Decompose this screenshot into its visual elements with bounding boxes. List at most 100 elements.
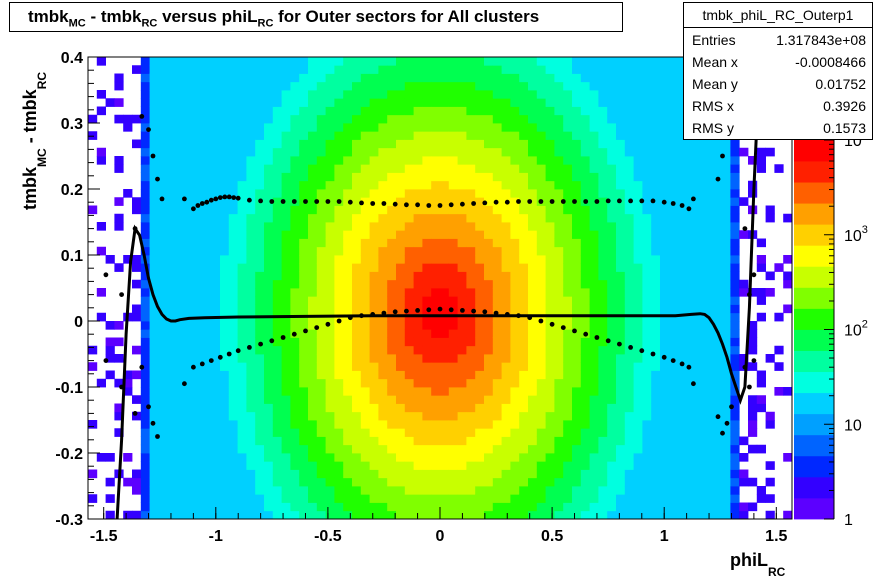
heatmap-cell	[642, 378, 652, 388]
heatmap-cell	[308, 469, 318, 479]
heatmap-cell	[545, 246, 555, 256]
heatmap-cell	[184, 213, 194, 223]
heatmap-cell	[519, 486, 529, 495]
heatmap-cell	[255, 222, 265, 231]
heatmap-cell	[457, 477, 467, 487]
heatmap-cell	[440, 213, 450, 223]
heatmap-cell	[255, 57, 265, 66]
heatmap-cell	[387, 428, 397, 437]
heatmap-cell	[149, 494, 159, 503]
heatmap-cell	[598, 453, 608, 462]
profile-point-series-1	[617, 198, 622, 204]
heatmap-cell	[572, 370, 582, 380]
heatmap-cell	[211, 213, 221, 223]
heatmap-cell	[677, 73, 687, 83]
heatmap-cell	[290, 403, 300, 413]
heatmap-cell	[580, 461, 590, 470]
heatmap-cell	[272, 147, 282, 157]
heatmap-cell	[352, 57, 362, 66]
title-subscript: RC	[141, 17, 158, 30]
heatmap-cell	[492, 263, 502, 272]
heatmap-cell	[193, 156, 203, 165]
heatmap-cell	[668, 263, 678, 272]
heatmap-cell	[431, 255, 441, 264]
heatmap-cell	[475, 420, 485, 429]
heatmap-cell	[660, 180, 670, 190]
heatmap-cell	[202, 213, 212, 223]
heatmap-cell	[677, 469, 687, 479]
heatmap-cell	[528, 172, 538, 182]
heatmap-cell	[352, 453, 362, 462]
heatmap-cell	[352, 189, 362, 198]
heatmap-cell	[325, 486, 335, 495]
profile-point-series-2	[415, 308, 420, 313]
heatmap-cell	[149, 263, 159, 272]
heatmap-cell	[149, 189, 159, 198]
heatmap-cell	[677, 222, 687, 231]
heatmap-cell	[545, 57, 555, 66]
heatmap-cell	[96, 288, 106, 297]
heatmap-cell	[448, 436, 458, 446]
heatmap-cell	[184, 486, 194, 495]
heatmap-cell	[686, 164, 696, 173]
heatmap-cell	[624, 494, 634, 503]
heatmap-cell	[264, 73, 274, 83]
heatmap-cell	[360, 411, 370, 421]
heatmap-cell	[334, 329, 344, 338]
heatmap-cell	[704, 238, 714, 248]
heatmap-cell	[149, 57, 159, 66]
heatmap-cell	[387, 139, 397, 149]
heatmap-cell	[369, 378, 379, 388]
heatmap-cell	[343, 477, 353, 487]
heatmap-cell	[202, 321, 212, 330]
heatmap-cell	[589, 164, 599, 173]
heatmap-cell	[475, 106, 485, 116]
heatmap-cell	[334, 411, 344, 421]
heatmap-cell	[466, 387, 476, 396]
heatmap-cell	[616, 428, 626, 437]
heatmap-cell	[739, 502, 749, 512]
y-tick-label: 0.4	[61, 50, 83, 67]
heatmap-cell	[246, 205, 256, 215]
profile-point-series-1	[291, 199, 297, 204]
heatmap-cell	[220, 436, 230, 446]
heatmap-cell	[158, 494, 168, 503]
heatmap-cell	[378, 164, 388, 173]
heatmap-cell	[660, 444, 670, 454]
heatmap-cell	[651, 362, 661, 371]
heatmap-cell	[598, 255, 608, 264]
heatmap-cell	[589, 65, 599, 74]
overlay-series	[103, 57, 763, 519]
heatmap-cell	[360, 337, 370, 347]
heatmap-cell	[343, 354, 353, 363]
heatmap-cell	[334, 477, 344, 487]
heatmap-cell	[369, 205, 379, 215]
heatmap-cell	[378, 362, 388, 371]
heatmap-cell	[563, 172, 573, 182]
heatmap-cell	[607, 246, 617, 256]
heatmap-cell	[387, 164, 397, 173]
heatmap-cell	[140, 73, 150, 83]
heatmap-cell	[739, 197, 749, 206]
heatmap-cell	[193, 486, 203, 495]
heatmap-cell	[237, 411, 247, 421]
heatmap-cell	[563, 345, 573, 355]
heatmap-cell	[290, 213, 300, 223]
heatmap-cell	[431, 345, 441, 355]
profile-point-series-2	[314, 325, 320, 330]
heatmap-cell	[580, 147, 590, 157]
heatmap-cell	[668, 180, 678, 190]
heatmap-cell	[158, 403, 168, 413]
heatmap-cell	[369, 197, 379, 206]
heatmap-cell	[457, 329, 467, 338]
heatmap-cell	[202, 444, 212, 454]
heatmap-cell	[484, 477, 494, 487]
heatmap-cell	[264, 387, 274, 396]
heatmap-cell	[431, 510, 441, 520]
heatmap-cell	[704, 222, 714, 231]
heatmap-cell	[413, 73, 423, 83]
heatmap-cell	[140, 502, 150, 512]
heatmap-cell	[457, 123, 467, 132]
heatmap-cell	[616, 271, 626, 281]
heatmap-cell	[96, 222, 106, 231]
